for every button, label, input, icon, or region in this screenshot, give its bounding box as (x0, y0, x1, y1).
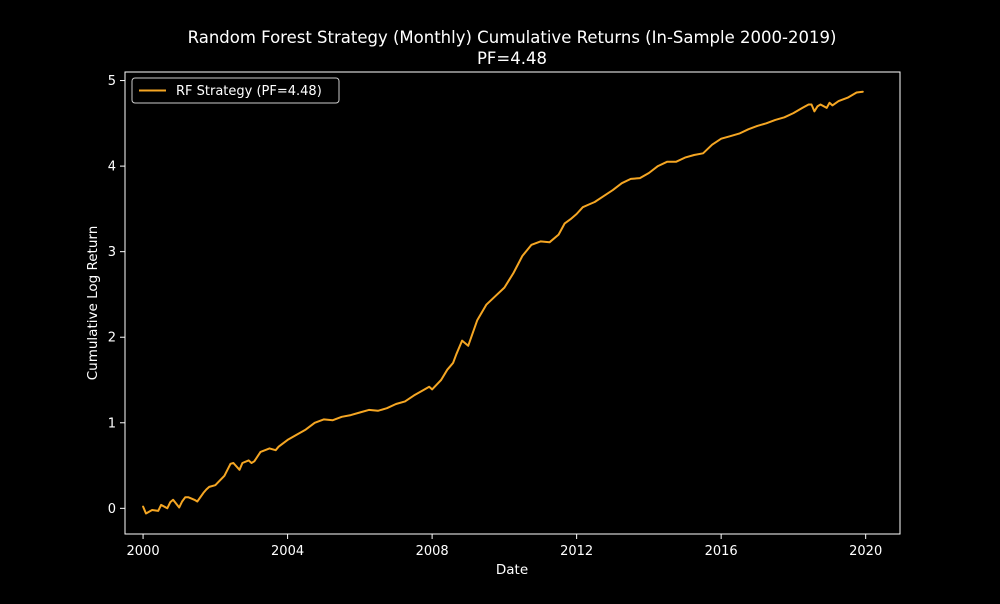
y-tick-label: 1 (108, 416, 116, 431)
legend-label-rf-strategy: RF Strategy (PF=4.48) (176, 84, 322, 99)
x-tick-label: 2008 (416, 544, 449, 559)
legend-box (131, 77, 340, 104)
chart-title: Random Forest Strategy (Monthly) Cumulat… (188, 28, 837, 47)
x-tick-label: 2016 (705, 544, 738, 559)
x-tick-label: 2020 (849, 544, 882, 559)
y-tick-label: 4 (108, 160, 116, 175)
y-tick-label: 0 (108, 502, 116, 517)
y-tick-label: 3 (108, 245, 116, 260)
x-tick-label: 2004 (271, 544, 304, 559)
plot-area-frame (124, 71, 901, 535)
chart-subtitle: PF=4.48 (477, 49, 547, 68)
x-tick-label: 2012 (560, 544, 593, 559)
y-axis-ticks: 0 1 2 3 4 5 (108, 74, 125, 517)
y-axis-label: Cumulative Log Return (85, 226, 101, 381)
x-axis-ticks: 2000 2004 2008 2012 2016 2020 (127, 534, 882, 559)
x-tick-label: 2000 (127, 544, 160, 559)
x-axis-label: Date (496, 562, 528, 578)
series-line-rf-strategy (142, 90, 864, 515)
legend: RF Strategy (PF=4.48) (131, 77, 340, 104)
y-tick-label: 2 (108, 331, 116, 346)
y-tick-label: 5 (108, 74, 116, 89)
